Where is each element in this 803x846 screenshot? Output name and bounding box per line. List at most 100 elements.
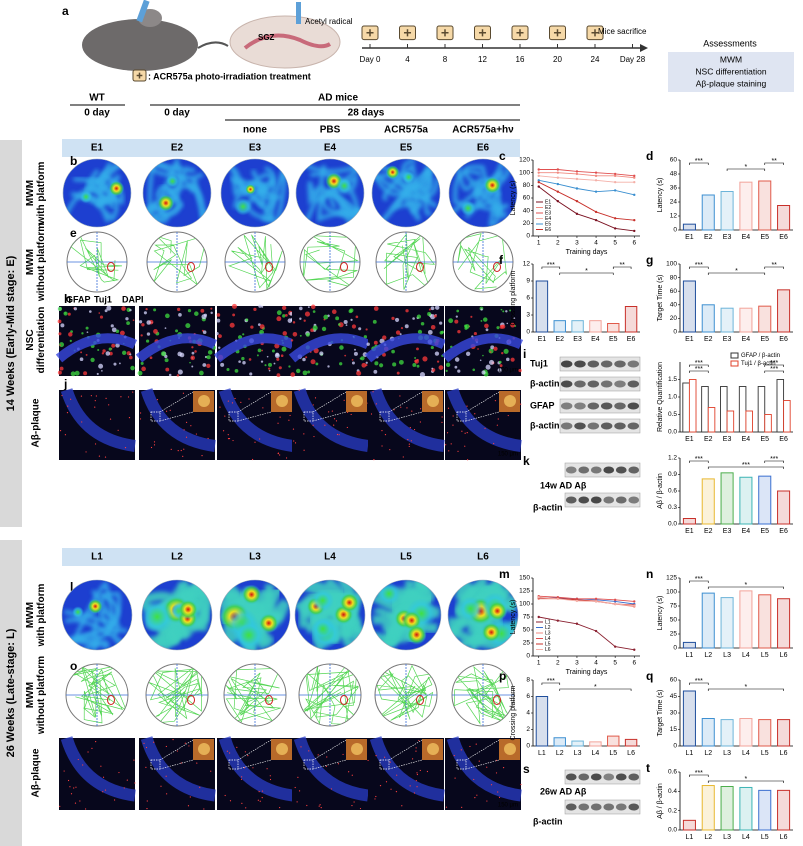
bar bbox=[607, 735, 620, 747]
cell bbox=[59, 366, 64, 371]
sig-bracket bbox=[764, 162, 784, 165]
plaque bbox=[317, 754, 319, 756]
cell bbox=[200, 308, 205, 313]
point bbox=[613, 174, 617, 178]
plaque bbox=[346, 411, 349, 413]
plaque bbox=[420, 408, 422, 410]
y-tick-label: 75 bbox=[523, 614, 531, 621]
platform bbox=[187, 262, 195, 272]
bar bbox=[682, 819, 696, 831]
bar bbox=[726, 410, 735, 433]
timeline-label: Day 0 bbox=[360, 55, 381, 64]
cell bbox=[427, 311, 432, 316]
plaque bbox=[153, 444, 156, 446]
plaque bbox=[95, 741, 97, 743]
y-tick-label: 4 bbox=[526, 710, 530, 717]
group-band bbox=[62, 548, 520, 566]
sig-bracket bbox=[764, 364, 784, 367]
cell bbox=[427, 329, 433, 335]
cell bbox=[179, 352, 185, 358]
cell bbox=[404, 324, 409, 329]
cell bbox=[90, 357, 95, 363]
cell bbox=[253, 307, 257, 311]
plaque bbox=[314, 397, 317, 399]
cell bbox=[355, 315, 359, 319]
y-axis-label: Aβ / β-actin bbox=[657, 473, 664, 509]
scale-label: 150 μm bbox=[498, 452, 518, 458]
point bbox=[594, 600, 598, 603]
plaque bbox=[182, 455, 184, 457]
cell bbox=[261, 349, 264, 352]
inset-plaque bbox=[427, 395, 439, 407]
blot-band bbox=[615, 466, 627, 474]
legend-label: L3 bbox=[545, 630, 551, 636]
cell bbox=[412, 317, 415, 320]
cell bbox=[307, 306, 310, 309]
x-tick-label: E1 bbox=[685, 436, 694, 443]
y-axis-label: Crossing platform bbox=[510, 270, 517, 325]
y-tick-label: 0.6 bbox=[668, 488, 677, 495]
cell bbox=[292, 331, 298, 337]
cell bbox=[472, 368, 476, 372]
x-tick-label: E1 bbox=[685, 234, 694, 241]
y-tick-label: 125 bbox=[519, 588, 530, 595]
cell bbox=[398, 359, 404, 365]
point bbox=[537, 179, 540, 182]
plaque bbox=[133, 759, 135, 761]
cell bbox=[430, 324, 436, 330]
x-tick-label: 1 bbox=[537, 240, 541, 247]
panel-letter: e bbox=[70, 226, 77, 240]
y-tick-label: 100 bbox=[519, 601, 530, 608]
bar bbox=[777, 490, 791, 525]
cell bbox=[323, 314, 329, 320]
cell bbox=[464, 324, 468, 328]
point bbox=[594, 218, 598, 222]
plaque bbox=[146, 807, 148, 810]
plaque bbox=[180, 762, 182, 764]
plaque bbox=[389, 449, 391, 451]
cell bbox=[490, 345, 495, 350]
cell bbox=[345, 324, 348, 326]
clipped bbox=[63, 160, 126, 223]
sig-label: *** bbox=[695, 158, 703, 165]
nucleus-band bbox=[218, 388, 294, 452]
brain bbox=[229, 15, 341, 69]
cell bbox=[431, 367, 434, 370]
assessment-item: NSC differentiation bbox=[695, 66, 766, 76]
y-tick-label: 25 bbox=[523, 640, 531, 647]
bar bbox=[758, 594, 772, 649]
plaque bbox=[247, 755, 249, 757]
cell bbox=[189, 361, 191, 364]
bar bbox=[739, 307, 753, 333]
plaque bbox=[165, 775, 167, 777]
plaque bbox=[464, 432, 466, 434]
legend-label: E1 bbox=[545, 199, 551, 205]
blot-label: β-actin bbox=[530, 420, 560, 430]
point bbox=[537, 596, 540, 599]
cell bbox=[497, 368, 502, 373]
series-line bbox=[538, 172, 635, 179]
sig-bracket bbox=[541, 682, 561, 685]
cell bbox=[88, 310, 92, 313]
cell bbox=[202, 363, 207, 367]
x-tick-label: L2 bbox=[704, 652, 712, 659]
cell bbox=[97, 348, 100, 352]
treatment-legend: : ACR575a photo-irradiation treatment bbox=[148, 71, 311, 81]
plaque bbox=[64, 434, 67, 436]
hotspot bbox=[245, 184, 256, 195]
plaque bbox=[303, 433, 305, 435]
blot-label: β-actin bbox=[533, 502, 563, 512]
hotspot bbox=[87, 598, 103, 614]
roi bbox=[303, 411, 314, 422]
cell bbox=[129, 308, 132, 312]
plaque bbox=[342, 753, 344, 756]
x-tick-label: 2 bbox=[556, 660, 560, 667]
cell bbox=[310, 359, 316, 365]
plaque bbox=[82, 764, 84, 766]
blot-band bbox=[615, 773, 627, 781]
sig-label: *** bbox=[695, 576, 703, 583]
cell bbox=[430, 345, 434, 350]
plaque bbox=[498, 796, 501, 799]
group-id: L6 bbox=[477, 552, 489, 563]
treatment-label: PBS bbox=[320, 125, 341, 136]
